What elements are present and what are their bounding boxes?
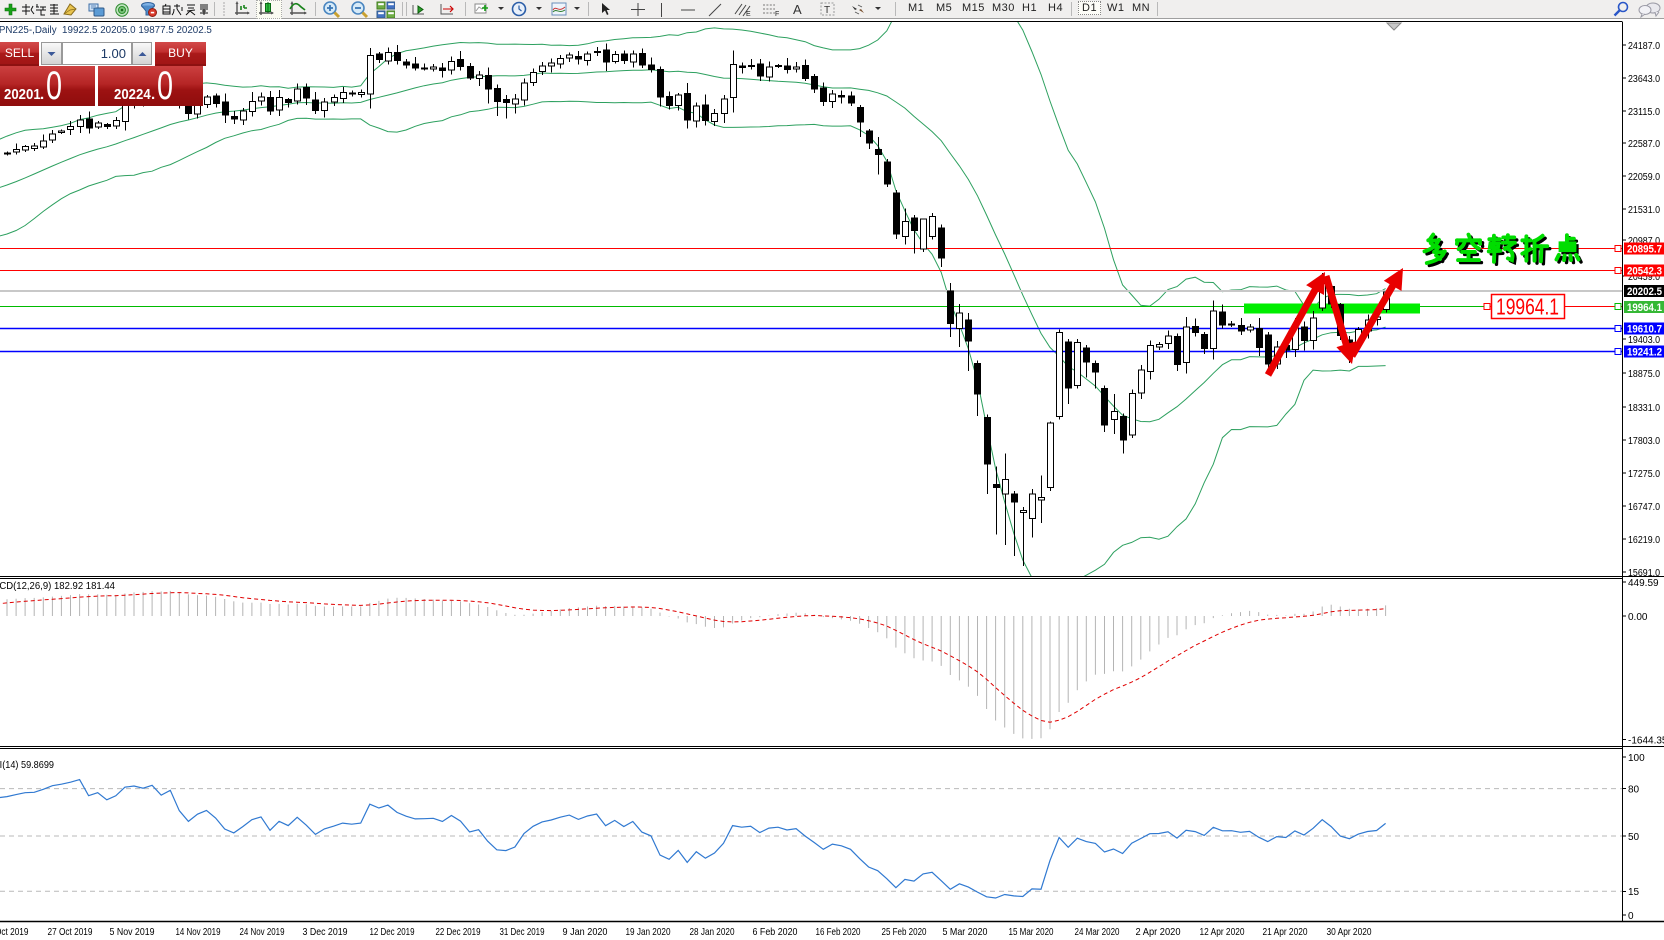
svg-text:T: T <box>824 5 830 16</box>
svg-text:19241.2: 19241.2 <box>1627 347 1662 359</box>
svg-text:-1644.35: -1644.35 <box>1628 735 1664 746</box>
svg-text:15 Mar 2020: 15 Mar 2020 <box>1009 926 1054 938</box>
svg-text:20987.0: 20987.0 <box>1628 236 1660 247</box>
svg-text:50: 50 <box>1628 832 1640 843</box>
svg-text:6 Feb 2020: 6 Feb 2020 <box>753 926 798 938</box>
svg-text:19403.0: 19403.0 <box>1628 335 1660 346</box>
svg-text:20895.7: 20895.7 <box>1627 244 1662 256</box>
svg-text:18331.0: 18331.0 <box>1628 403 1660 414</box>
svg-text:17275.0: 17275.0 <box>1628 469 1660 480</box>
svg-text:100: 100 <box>1628 753 1645 764</box>
svg-text:22 Dec 2019: 22 Dec 2019 <box>436 926 481 938</box>
svg-text:19964.1: 19964.1 <box>1627 302 1662 314</box>
svg-text:19 Jan 2020: 19 Jan 2020 <box>626 926 671 938</box>
svg-text:17803.0: 17803.0 <box>1628 436 1660 447</box>
svg-text:18875.0: 18875.0 <box>1628 369 1660 380</box>
svg-text:24 Mar 2020: 24 Mar 2020 <box>1075 926 1120 938</box>
svg-text:15: 15 <box>1628 887 1640 898</box>
svg-text:22587.0: 22587.0 <box>1628 139 1660 150</box>
svg-text:28 Jan 2020: 28 Jan 2020 <box>690 926 735 938</box>
svg-text:24 Nov 2019: 24 Nov 2019 <box>240 926 285 938</box>
svg-text:24187.0: 24187.0 <box>1628 41 1660 52</box>
svg-text:15691.0: 15691.0 <box>1628 568 1660 579</box>
svg-text:0: 0 <box>1628 911 1634 922</box>
svg-text:16219.0: 16219.0 <box>1628 535 1660 546</box>
svg-text:20459.0: 20459.0 <box>1628 272 1660 283</box>
svg-text:2 Apr 2020: 2 Apr 2020 <box>1136 926 1181 938</box>
svg-text:449.59: 449.59 <box>1628 578 1659 589</box>
svg-text:31 Dec 2019: 31 Dec 2019 <box>500 926 545 938</box>
svg-text:16747.0: 16747.0 <box>1628 502 1660 513</box>
svg-text:9 Jan 2020: 9 Jan 2020 <box>563 926 608 938</box>
svg-text:0.00: 0.00 <box>1628 612 1648 623</box>
svg-text:12 Dec 2019: 12 Dec 2019 <box>370 926 415 938</box>
svg-text:E: E <box>746 11 751 17</box>
svg-text:22059.0: 22059.0 <box>1628 172 1660 183</box>
svg-text:5 Mar 2020: 5 Mar 2020 <box>943 926 988 938</box>
svg-text:19964.1: 19964.1 <box>1496 294 1559 320</box>
svg-text:23643.0: 23643.0 <box>1628 74 1660 85</box>
svg-text:19610.7: 19610.7 <box>1627 324 1662 336</box>
svg-text:14 Nov 2019: 14 Nov 2019 <box>176 926 221 938</box>
svg-text:30 Apr 2020: 30 Apr 2020 <box>1327 926 1372 938</box>
svg-text:3 Dec 2019: 3 Dec 2019 <box>303 926 348 938</box>
svg-text:23115.0: 23115.0 <box>1628 107 1660 118</box>
svg-text:25 Feb 2020: 25 Feb 2020 <box>882 926 927 938</box>
svg-text:16 Feb 2020: 16 Feb 2020 <box>816 926 861 938</box>
svg-text:27 Oct 2019: 27 Oct 2019 <box>48 926 93 938</box>
svg-text:17 Oct 2019: 17 Oct 2019 <box>0 926 29 938</box>
svg-text:MACD(12,26,9) 182.92 181.44: MACD(12,26,9) 182.92 181.44 <box>0 580 115 592</box>
svg-text:80: 80 <box>1628 784 1640 795</box>
svg-text:21 Apr 2020: 21 Apr 2020 <box>1263 926 1308 938</box>
svg-text:5 Nov 2019: 5 Nov 2019 <box>110 926 155 938</box>
svg-text:21531.0: 21531.0 <box>1628 205 1660 216</box>
svg-text:F: F <box>775 11 779 17</box>
svg-text:20542.3: 20542.3 <box>1627 266 1662 278</box>
svg-text:12 Apr 2020: 12 Apr 2020 <box>1200 926 1245 938</box>
svg-text:RSI(14) 59.8699: RSI(14) 59.8699 <box>0 759 54 771</box>
svg-text:20202.5: 20202.5 <box>1627 286 1662 298</box>
